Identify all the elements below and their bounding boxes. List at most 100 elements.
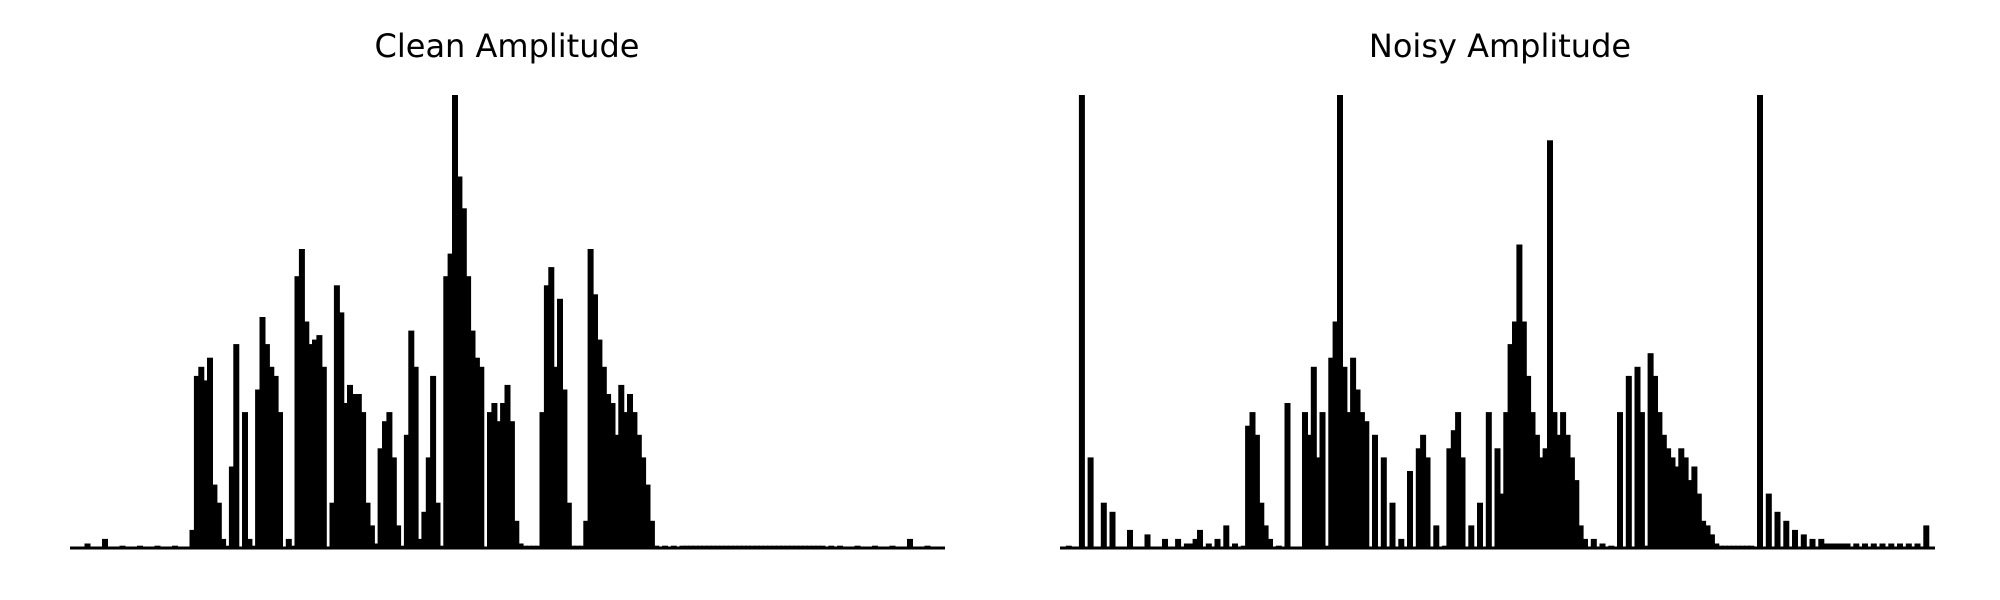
amplitude-bar: [1831, 543, 1838, 548]
amplitude-bar: [460, 208, 467, 549]
amplitude-bar: [452, 95, 458, 548]
amplitude-bar: [312, 339, 318, 548]
amplitude-bar: [1258, 502, 1265, 548]
amplitude-bar: [1162, 538, 1168, 548]
amplitude-bar: [697, 545, 703, 548]
amplitude-bar: [740, 545, 747, 548]
amplitude-bar: [775, 545, 782, 548]
amplitude-bar: [1398, 538, 1405, 548]
amplitude-bar: [355, 394, 362, 548]
amplitude-bar: [640, 457, 647, 548]
noisy-amplitude-title: Noisy Amplitude: [1369, 27, 1631, 65]
amplitude-bar: [1442, 545, 1448, 548]
amplitude-bar: [351, 394, 358, 548]
amplitude-bar: [889, 545, 896, 548]
amplitude-bar: [1538, 457, 1545, 548]
amplitude-bar: [364, 502, 371, 548]
amplitude-bar: [771, 545, 778, 548]
amplitude-bar: [1192, 538, 1199, 548]
amplitude-bar: [753, 545, 760, 548]
amplitude-bar: [268, 366, 275, 548]
amplitude-bar: [1363, 421, 1370, 548]
amplitude-bar: [1757, 95, 1763, 548]
amplitude-bar: [710, 545, 717, 548]
amplitude-bar: [1100, 502, 1107, 548]
amplitude-bar: [259, 317, 266, 548]
amplitude-bar: [1844, 543, 1851, 548]
amplitude-bar: [1420, 434, 1427, 549]
amplitude-bar: [793, 545, 800, 548]
amplitude-bar: [500, 403, 507, 548]
amplitude-bar: [1529, 412, 1536, 548]
noisy-amplitude-panel: Noisy Amplitude: [1060, 27, 1935, 550]
amplitude-bar: [1468, 525, 1475, 548]
amplitude-bar: [1533, 434, 1540, 549]
amplitude-bar: [662, 545, 668, 548]
amplitude-bar: [1547, 140, 1553, 549]
amplitude-bar: [1669, 457, 1676, 548]
amplitude-bar: [469, 330, 476, 548]
amplitude-bar: [421, 511, 428, 548]
amplitude-bar: [1358, 412, 1365, 548]
amplitude-bar: [478, 366, 485, 548]
amplitude-bar: [303, 321, 310, 548]
amplitude-bar: [1127, 529, 1133, 548]
amplitude-bar: [1262, 525, 1269, 548]
amplitude-bar: [758, 545, 765, 548]
amplitude-bar: [701, 545, 708, 548]
amplitude-bar: [1214, 538, 1221, 548]
amplitude-bar: [207, 357, 213, 548]
amplitude-bar: [1800, 534, 1807, 548]
amplitude-bar: [1827, 543, 1833, 548]
amplitude-bar: [1240, 545, 1247, 548]
amplitude-bar: [692, 545, 699, 548]
amplitude-bar: [272, 375, 279, 548]
clean-amplitude-bars: [70, 95, 945, 550]
amplitude-bar: [924, 545, 931, 548]
clean-amplitude-title: Clean Amplitude: [375, 27, 640, 65]
amplitude-bar: [631, 412, 638, 548]
amplitude-bar: [543, 285, 550, 548]
amplitude-bar: [382, 421, 388, 548]
amplitude-bar: [714, 545, 721, 548]
amplitude-bar: [487, 412, 493, 548]
amplitude-bar: [1818, 538, 1825, 548]
amplitude-bar: [1315, 457, 1322, 548]
amplitude-bar: [517, 543, 524, 548]
amplitude-bar: [1905, 543, 1912, 548]
amplitude-bar: [1503, 412, 1510, 548]
amplitude-bar: [1555, 434, 1562, 549]
amplitude-bar: [1306, 434, 1313, 549]
amplitude-bar: [1328, 357, 1335, 548]
amplitude-bar: [425, 457, 432, 548]
amplitude-bar: [1862, 543, 1868, 548]
amplitude-bar: [1735, 545, 1742, 548]
amplitude-bar: [1700, 520, 1707, 548]
amplitude-bar: [1590, 538, 1597, 548]
amplitude-bar: [298, 249, 305, 548]
amplitude-bar: [1682, 457, 1689, 548]
amplitude-bar: [386, 412, 393, 548]
amplitude-bar: [1879, 543, 1886, 548]
amplitude-bar: [373, 543, 380, 548]
amplitude-bar: [1577, 525, 1584, 548]
amplitude-bar: [1188, 543, 1195, 548]
amplitude-bar: [1516, 244, 1523, 548]
amplitude-bar: [1822, 543, 1829, 548]
amplitude-bar: [1078, 95, 1085, 548]
amplitude-bar: [732, 545, 738, 548]
amplitude-bar: [1704, 525, 1711, 548]
amplitude-bar: [522, 545, 528, 548]
amplitude-bar: [1245, 425, 1252, 548]
amplitude-bar: [1647, 353, 1654, 548]
amplitude-bar: [837, 545, 843, 548]
amplitude-bar: [1389, 502, 1396, 548]
amplitude-bar: [250, 545, 257, 548]
amplitude-bar: [1748, 545, 1755, 548]
amplitude-bar: [408, 330, 415, 548]
amplitude-bar: [1407, 471, 1413, 548]
amplitude-bar: [1446, 448, 1453, 548]
amplitude-bar: [530, 545, 537, 548]
amplitude-bar: [285, 538, 292, 548]
